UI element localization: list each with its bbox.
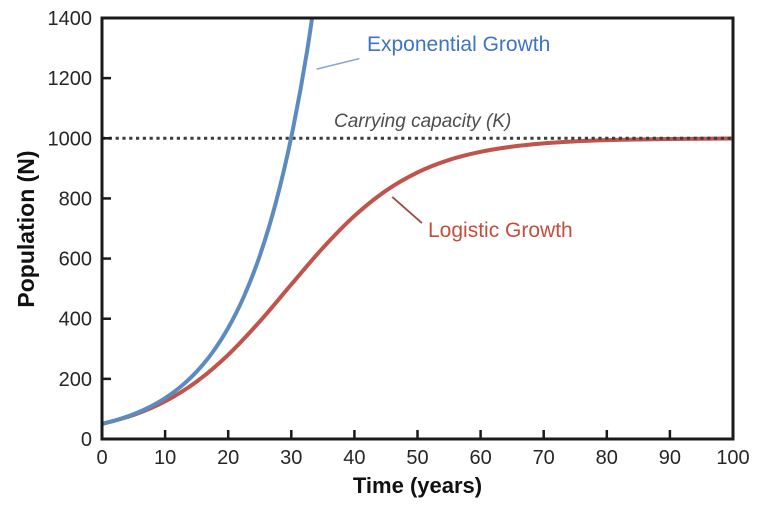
y-tick-label: 200 xyxy=(59,369,92,391)
y-tick-label: 1400 xyxy=(48,8,93,30)
x-tick-label: 0 xyxy=(96,447,107,469)
annotation-exponential-growth: Exponential Growth xyxy=(367,33,551,56)
x-tick-label: 30 xyxy=(280,447,302,469)
y-tick-label: 600 xyxy=(59,249,92,271)
x-tick-label: 70 xyxy=(533,447,555,469)
y-tick-label: 400 xyxy=(59,309,92,331)
leader-line-logistic xyxy=(391,196,423,224)
x-tick-label: 80 xyxy=(596,447,618,469)
leader-line-exponential xyxy=(316,57,360,70)
x-tick-label: 60 xyxy=(469,447,491,469)
y-axis-title: Population (N) xyxy=(13,150,39,308)
y-tick-label: 1200 xyxy=(48,68,93,90)
annotation-logistic-growth: Logistic Growth xyxy=(428,219,573,242)
y-tick-label: 1000 xyxy=(48,128,93,150)
y-tick-label: 0 xyxy=(81,429,92,451)
x-tick-label: 20 xyxy=(217,447,239,469)
x-tick-label: 100 xyxy=(716,447,749,469)
x-tick-label: 10 xyxy=(154,447,176,469)
x-tick-label: 90 xyxy=(659,447,681,469)
x-tick-label: 40 xyxy=(343,447,365,469)
plot-frame xyxy=(100,16,735,441)
annotation-carrying-capacity: Carrying capacity (K) xyxy=(334,111,512,132)
series-line-exponential-growth xyxy=(102,18,315,426)
x-axis-title: Time (years) xyxy=(352,473,483,498)
series-line-logistic-growth xyxy=(102,136,733,426)
y-tick-label: 800 xyxy=(59,188,92,210)
x-tick-label: 50 xyxy=(406,447,428,469)
